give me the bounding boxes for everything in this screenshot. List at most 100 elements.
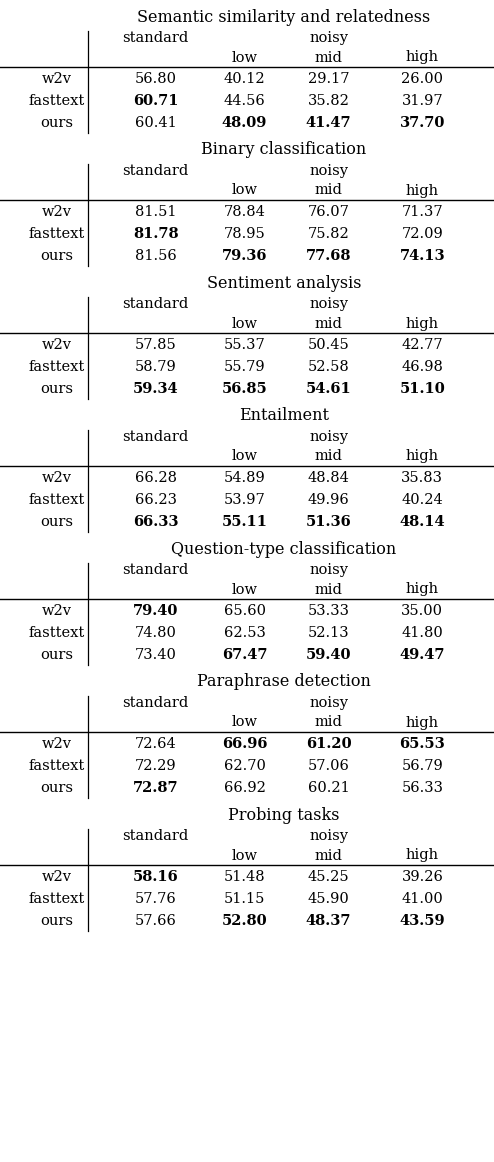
- Text: 29.17: 29.17: [308, 72, 349, 86]
- Text: high: high: [406, 582, 439, 596]
- Text: 56.85: 56.85: [222, 382, 267, 396]
- Text: standard: standard: [123, 696, 189, 710]
- Text: ours: ours: [41, 116, 73, 130]
- Text: 76.07: 76.07: [308, 206, 349, 220]
- Text: noisy: noisy: [309, 829, 348, 842]
- Text: ours: ours: [41, 250, 73, 264]
- Text: ours: ours: [41, 382, 73, 396]
- Text: 35.83: 35.83: [401, 472, 444, 486]
- Text: 60.71: 60.71: [133, 94, 178, 108]
- Text: 66.96: 66.96: [222, 738, 267, 752]
- Text: fasttext: fasttext: [29, 892, 85, 906]
- Text: 56.33: 56.33: [401, 781, 444, 796]
- Text: 42.77: 42.77: [402, 338, 443, 352]
- Text: 78.84: 78.84: [224, 206, 265, 220]
- Text: w2v: w2v: [42, 206, 72, 220]
- Text: 79.40: 79.40: [133, 604, 178, 618]
- Text: 31.97: 31.97: [402, 94, 443, 108]
- Text: standard: standard: [123, 164, 189, 178]
- Text: 37.70: 37.70: [400, 116, 445, 130]
- Text: high: high: [406, 848, 439, 862]
- Text: 49.47: 49.47: [400, 648, 445, 662]
- Text: 81.78: 81.78: [133, 228, 178, 242]
- Text: noisy: noisy: [309, 430, 348, 444]
- Text: 44.56: 44.56: [224, 94, 265, 108]
- Text: high: high: [406, 316, 439, 330]
- Text: Probing tasks: Probing tasks: [228, 806, 340, 824]
- Text: 60.21: 60.21: [308, 781, 349, 796]
- Text: 39.26: 39.26: [402, 870, 443, 884]
- Text: 45.90: 45.90: [308, 892, 349, 906]
- Text: 58.79: 58.79: [135, 360, 176, 374]
- Text: 51.48: 51.48: [224, 870, 265, 884]
- Text: 73.40: 73.40: [135, 648, 176, 662]
- Text: w2v: w2v: [42, 72, 72, 86]
- Text: mid: mid: [315, 848, 342, 862]
- Text: mid: mid: [315, 582, 342, 596]
- Text: fasttext: fasttext: [29, 626, 85, 640]
- Text: 55.11: 55.11: [221, 516, 268, 530]
- Text: mid: mid: [315, 50, 342, 65]
- Text: low: low: [232, 450, 257, 464]
- Text: 35.00: 35.00: [401, 604, 444, 618]
- Text: w2v: w2v: [42, 604, 72, 618]
- Text: Binary classification: Binary classification: [202, 142, 367, 158]
- Text: 60.41: 60.41: [135, 116, 176, 130]
- Text: Semantic similarity and relatedness: Semantic similarity and relatedness: [137, 8, 431, 26]
- Text: 57.85: 57.85: [135, 338, 176, 352]
- Text: 77.68: 77.68: [306, 250, 351, 264]
- Text: fasttext: fasttext: [29, 228, 85, 242]
- Text: 71.37: 71.37: [402, 206, 443, 220]
- Text: 48.37: 48.37: [306, 914, 351, 928]
- Text: 72.87: 72.87: [133, 781, 178, 796]
- Text: Question-type classification: Question-type classification: [171, 540, 397, 558]
- Text: w2v: w2v: [42, 870, 72, 884]
- Text: 57.06: 57.06: [308, 760, 349, 774]
- Text: standard: standard: [123, 829, 189, 842]
- Text: noisy: noisy: [309, 564, 348, 578]
- Text: mid: mid: [315, 450, 342, 464]
- Text: 41.47: 41.47: [306, 116, 351, 130]
- Text: 59.40: 59.40: [306, 648, 351, 662]
- Text: low: low: [232, 716, 257, 730]
- Text: 61.20: 61.20: [306, 738, 351, 752]
- Text: 50.45: 50.45: [308, 338, 349, 352]
- Text: Paraphrase detection: Paraphrase detection: [197, 674, 371, 690]
- Text: noisy: noisy: [309, 696, 348, 710]
- Text: ours: ours: [41, 648, 73, 662]
- Text: 72.29: 72.29: [135, 760, 176, 774]
- Text: 52.58: 52.58: [308, 360, 349, 374]
- Text: 49.96: 49.96: [308, 494, 349, 508]
- Text: 52.80: 52.80: [222, 914, 267, 928]
- Text: low: low: [232, 184, 257, 198]
- Text: 45.25: 45.25: [308, 870, 349, 884]
- Text: 65.53: 65.53: [400, 738, 445, 752]
- Text: 74.13: 74.13: [400, 250, 445, 264]
- Text: low: low: [232, 848, 257, 862]
- Text: ours: ours: [41, 516, 73, 530]
- Text: standard: standard: [123, 430, 189, 444]
- Text: 66.28: 66.28: [134, 472, 177, 486]
- Text: 54.61: 54.61: [306, 382, 351, 396]
- Text: low: low: [232, 316, 257, 330]
- Text: ours: ours: [41, 914, 73, 928]
- Text: standard: standard: [123, 31, 189, 45]
- Text: fasttext: fasttext: [29, 494, 85, 508]
- Text: 65.60: 65.60: [223, 604, 266, 618]
- Text: 52.13: 52.13: [308, 626, 349, 640]
- Text: 40.24: 40.24: [402, 494, 443, 508]
- Text: 48.84: 48.84: [308, 472, 349, 486]
- Text: 66.33: 66.33: [133, 516, 178, 530]
- Text: 74.80: 74.80: [135, 626, 176, 640]
- Text: 26.00: 26.00: [401, 72, 444, 86]
- Text: 57.76: 57.76: [135, 892, 176, 906]
- Text: mid: mid: [315, 184, 342, 198]
- Text: 55.79: 55.79: [224, 360, 265, 374]
- Text: 57.66: 57.66: [135, 914, 176, 928]
- Text: low: low: [232, 50, 257, 65]
- Text: low: low: [232, 582, 257, 596]
- Text: fasttext: fasttext: [29, 360, 85, 374]
- Text: high: high: [406, 450, 439, 464]
- Text: 46.98: 46.98: [402, 360, 443, 374]
- Text: fasttext: fasttext: [29, 94, 85, 108]
